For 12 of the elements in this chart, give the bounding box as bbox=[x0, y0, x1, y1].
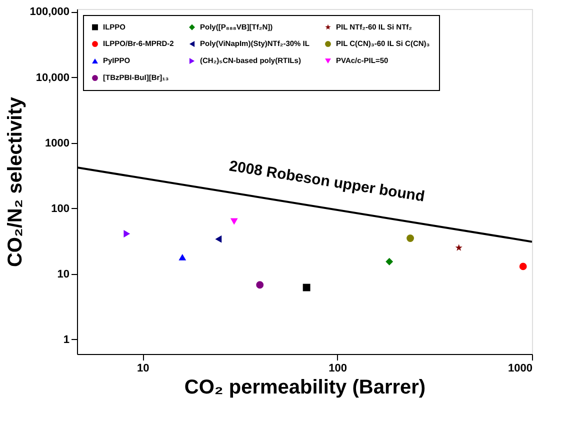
y-tick-label: 10,000 bbox=[36, 72, 70, 84]
x-tick-label: 10 bbox=[137, 362, 150, 374]
y-axis-title: CO₂/N₂ selectivity bbox=[4, 96, 27, 268]
x-tick-label: 1000 bbox=[508, 362, 532, 374]
y-tick-label: 1 bbox=[63, 334, 70, 346]
x-tick-label: 100 bbox=[328, 362, 348, 374]
x-axis-title: CO₂ permeability (Barrer) bbox=[184, 376, 426, 398]
y-tick-label: 10 bbox=[57, 268, 70, 280]
annotation: 2008 Robeson upper bound bbox=[228, 158, 426, 206]
y-tick-label: 100 bbox=[51, 202, 70, 215]
y-tick-label: 100,000 bbox=[30, 6, 70, 18]
y-tick-label: 1000 bbox=[45, 137, 70, 150]
